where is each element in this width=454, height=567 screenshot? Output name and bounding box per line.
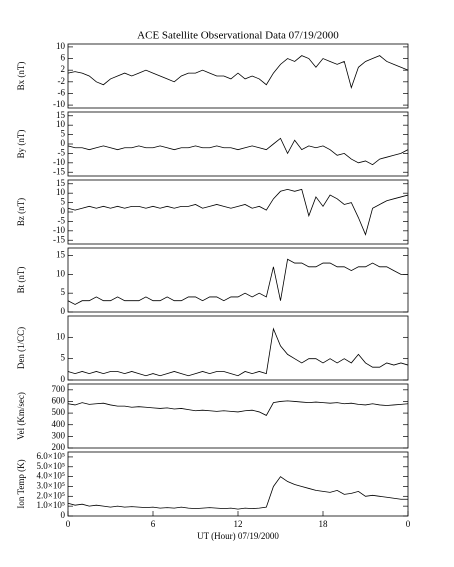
y-tick-label: 10 xyxy=(56,187,66,197)
panel-frame xyxy=(67,315,409,381)
y-axis-label: Bz (nT) xyxy=(16,198,26,226)
y-tick-label: 6.0×10⁵ xyxy=(37,451,65,461)
y-tick-label: -15 xyxy=(53,234,65,244)
y-tick-label: 2.0×10⁵ xyxy=(37,490,65,500)
x-tick-label: 6 xyxy=(151,519,156,529)
y-tick-label: 600 xyxy=(52,396,66,406)
y-tick-label: 0 xyxy=(61,306,66,316)
data-line xyxy=(67,476,408,510)
y-tick-label: -15 xyxy=(53,166,65,176)
panel-frame xyxy=(67,383,409,449)
y-tick-label: 15 xyxy=(56,110,66,120)
panel-frame xyxy=(67,111,409,177)
data-line xyxy=(67,327,409,377)
x-tick-label: 0 xyxy=(406,519,411,529)
y-tick-label: 4.0×10⁵ xyxy=(37,471,65,481)
y-tick-label: 500 xyxy=(52,407,66,417)
data-line xyxy=(67,258,408,305)
y-tick-label: 0 xyxy=(61,138,66,148)
y-tick-label: 5 xyxy=(61,287,66,297)
y-tick-label: 5 xyxy=(61,129,66,139)
y-tick-label: 1.0×10⁵ xyxy=(37,500,65,510)
x-tick-label: 12 xyxy=(234,519,243,529)
y-tick-label: 0 xyxy=(61,510,66,520)
y-tick-label: 3.0×10⁵ xyxy=(37,481,65,491)
y-axis-label: Ion Temp (K) xyxy=(16,459,26,508)
y-tick-label: -5 xyxy=(58,215,66,225)
y-tick-label: -6 xyxy=(58,88,66,98)
chart-title: ACE Satellite Observational Data 07/19/2… xyxy=(137,30,339,42)
y-tick-label: -2 xyxy=(58,76,66,86)
y-tick-label: 300 xyxy=(52,430,66,440)
data-line xyxy=(67,400,409,416)
x-tick-label: 18 xyxy=(319,519,329,529)
y-tick-label: 15 xyxy=(56,250,66,260)
y-axis-label: Bx (nT) xyxy=(16,62,26,91)
data-line xyxy=(67,137,409,166)
y-tick-label: 700 xyxy=(52,384,66,394)
y-tick-label: 0 xyxy=(61,206,66,216)
y-tick-label: 5 xyxy=(61,197,66,207)
y-tick-label: -10 xyxy=(53,157,65,167)
y-tick-label: 10 xyxy=(56,331,66,341)
y-tick-label: 2 xyxy=(61,64,66,74)
data-line xyxy=(67,55,409,89)
panel-frame xyxy=(67,43,409,109)
y-tick-label: 5.0×10⁵ xyxy=(37,461,65,471)
y-tick-label: 0 xyxy=(61,374,66,384)
y-axis-label: Bt (nT) xyxy=(16,267,26,294)
y-axis-label: Den (1/CC) xyxy=(16,327,26,369)
y-tick-label: 200 xyxy=(52,442,66,452)
y-tick-label: -10 xyxy=(53,225,65,235)
x-axis-label: UT (Hour) 07/19/2000 xyxy=(197,531,279,541)
y-axis-label: By (nT) xyxy=(16,130,26,159)
y-tick-label: -5 xyxy=(58,147,66,157)
panel-frame xyxy=(67,247,409,313)
y-tick-label: -10 xyxy=(53,99,65,109)
y-tick-label: 10 xyxy=(56,119,66,129)
y-tick-label: 10 xyxy=(56,268,66,278)
panel-frame xyxy=(67,179,409,245)
y-tick-label: 400 xyxy=(52,419,66,429)
data-line xyxy=(67,188,409,236)
y-tick-label: 10 xyxy=(56,41,66,51)
y-tick-label: 6 xyxy=(61,53,66,63)
y-tick-label: 15 xyxy=(56,178,66,188)
x-tick-label: 0 xyxy=(66,519,71,529)
y-axis-label: Vel (Km/sec) xyxy=(16,392,26,440)
y-tick-label: 5 xyxy=(61,353,66,363)
